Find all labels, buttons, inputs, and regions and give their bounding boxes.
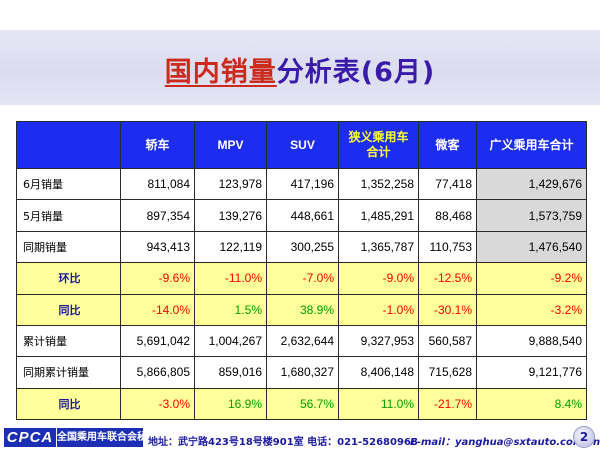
table-cell: 2,632,644 — [266, 324, 339, 358]
table-cell: 300,255 — [266, 230, 339, 264]
header-cell: SUV — [266, 121, 339, 169]
table-row: 同期累计销量 5,866,805 859,016 1,680,327 8,406,148… — [16, 356, 587, 389]
row-label: 同比 — [16, 387, 121, 421]
table-cell: 1,476,540 — [476, 230, 587, 264]
table-cell: 56.7% — [266, 387, 339, 421]
table-cell: 88,468 — [418, 199, 477, 232]
page-title: 国内销量分析表(6月) — [0, 50, 600, 89]
table-row: 同期销量 943,413 122,119 300,255 1,365,787 110,75… — [16, 230, 587, 264]
table-cell: 1,680,327 — [266, 356, 339, 389]
table-cell: 897,354 — [120, 199, 195, 232]
table-cell: -11.0% — [194, 262, 267, 295]
header-cell: 轿车 — [120, 121, 195, 169]
table-cell: 417,196 — [266, 167, 339, 201]
row-label: 同比 — [16, 293, 121, 326]
table-row: 5月销量 897,354 139,276 448,661 1,485,291 88,468… — [16, 199, 587, 232]
row-label: 环比 — [16, 262, 121, 295]
row-label: 同期累计销量 — [16, 356, 121, 389]
title-band — [0, 30, 600, 105]
table-cell: 5,866,805 — [120, 356, 195, 389]
header-cell: MPV — [194, 121, 267, 169]
table-cell: 811,084 — [120, 167, 195, 201]
table-cell: 9,888,540 — [476, 324, 587, 358]
table-cell: 123,978 — [194, 167, 267, 201]
table-cell: 1,429,676 — [476, 167, 587, 201]
table-row: 同比 -14.0% 1.5% 38.9% -1.0% -30.1% -3.2% — [16, 293, 587, 326]
table-cell: 1.5% — [194, 293, 267, 326]
table-cell: -30.1% — [418, 293, 477, 326]
table-row: 环比 -9.6% -11.0% -7.0% -9.0% -12.5% -9.2% — [16, 262, 587, 295]
row-label: 累计销量 — [16, 324, 121, 358]
table-row: 累计销量 5,691,042 1,004,267 2,632,644 9,327,953… — [16, 324, 587, 358]
table-row: 6月销量 811,084 123,978 417,196 1,352,258 77,418… — [16, 167, 587, 201]
row-label: 6月销量 — [16, 167, 121, 201]
table-header-row: 轿车 MPV SUV 狭义乘用车 合计 微客 广义乘用车合计 — [16, 121, 587, 169]
table-cell: 16.9% — [194, 387, 267, 421]
header-corner-cell — [16, 121, 121, 169]
table-cell: 1,485,291 — [338, 199, 419, 232]
organization-name: 全国乘用车联合会秘书处 — [57, 428, 143, 447]
table-cell: -12.5% — [418, 262, 477, 295]
title-blue-part: 分析表(6月) — [276, 57, 436, 88]
header-cell: 狭义乘用车 合计 — [338, 121, 419, 169]
table-cell: 77,418 — [418, 167, 477, 201]
table-cell: -9.2% — [476, 262, 587, 295]
page-number: 2 — [573, 426, 595, 448]
table-cell: -3.2% — [476, 293, 587, 326]
table-cell: 5,691,042 — [120, 324, 195, 358]
table-cell: -3.0% — [120, 387, 195, 421]
footer-email: E-mail：yanghua@sxtauto.com.cn — [410, 437, 600, 448]
table-cell: -9.6% — [120, 262, 195, 295]
table-cell: -9.0% — [338, 262, 419, 295]
header-cell: 微客 — [418, 121, 477, 169]
footer-address: 地址：武宁路423号18号楼901室 电话：021-52680968 — [148, 437, 418, 448]
table-cell: -21.7% — [418, 387, 477, 421]
sales-table: 轿车 MPV SUV 狭义乘用车 合计 微客 广义乘用车合计 6月销量 811,0… — [16, 121, 587, 421]
table-cell: 139,276 — [194, 199, 267, 232]
table-cell: 1,352,258 — [338, 167, 419, 201]
table-cell: 448,661 — [266, 199, 339, 232]
table-cell: 560,587 — [418, 324, 477, 358]
table-cell: 715,628 — [418, 356, 477, 389]
table-cell: -7.0% — [266, 262, 339, 295]
table-cell: 9,327,953 — [338, 324, 419, 358]
table-cell: 122,119 — [194, 230, 267, 264]
table-cell: -14.0% — [120, 293, 195, 326]
row-label: 同期销量 — [16, 230, 121, 264]
table-cell: -1.0% — [338, 293, 419, 326]
cpca-logo: CPCA — [4, 428, 56, 447]
table-cell: 110,753 — [418, 230, 477, 264]
row-label: 5月销量 — [16, 199, 121, 232]
table-cell: 1,004,267 — [194, 324, 267, 358]
table-cell: 11.0% — [338, 387, 419, 421]
header-cell: 广义乘用车合计 — [476, 121, 587, 169]
table-cell: 943,413 — [120, 230, 195, 264]
table-cell: 859,016 — [194, 356, 267, 389]
table-cell: 9,121,776 — [476, 356, 587, 389]
table-cell: 1,573,759 — [476, 199, 587, 232]
title-red-part: 国内销量 — [164, 57, 277, 88]
table-cell: 8.4% — [476, 387, 587, 421]
table-row: 同比 -3.0% 16.9% 56.7% 11.0% -21.7% 8.4% — [16, 387, 587, 421]
table-cell: 8,406,148 — [338, 356, 419, 389]
table-cell: 1,365,787 — [338, 230, 419, 264]
table-cell: 38.9% — [266, 293, 339, 326]
